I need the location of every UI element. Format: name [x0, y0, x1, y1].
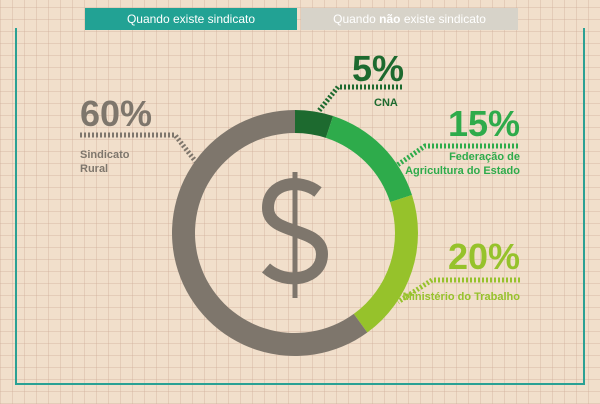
- donut-slice: [171, 110, 368, 356]
- value-label: 20%: [447, 236, 520, 277]
- donut: [171, 110, 418, 356]
- category-label: Sindicato Rural: [80, 149, 130, 175]
- tab-text: Quando: [333, 12, 380, 26]
- leaders: [80, 84, 520, 305]
- frame: [15, 28, 585, 385]
- donut-slice: [325, 116, 412, 203]
- tab-text: existe sindicato: [400, 12, 486, 26]
- leader: [394, 143, 518, 169]
- tab-text-bold: não: [379, 12, 401, 26]
- leader: [316, 84, 402, 114]
- category-label: Federação de Agricultura do Estado: [405, 151, 520, 177]
- category-label: Ministério do Trabalho: [402, 291, 520, 303]
- category-label: CNA: [374, 97, 398, 109]
- value-label: 60%: [80, 93, 153, 134]
- leader: [80, 132, 198, 164]
- tab-inactive[interactable]: Quando não existe sindicato: [301, 8, 518, 30]
- value-label: 5%: [352, 48, 405, 89]
- tab-active[interactable]: Quando existe sindicato: [85, 8, 297, 30]
- value-label: 15%: [447, 103, 520, 144]
- dollar-icon: [261, 172, 329, 298]
- donut-slice: [295, 110, 334, 138]
- donut-slice: [353, 194, 418, 333]
- leader: [396, 277, 520, 305]
